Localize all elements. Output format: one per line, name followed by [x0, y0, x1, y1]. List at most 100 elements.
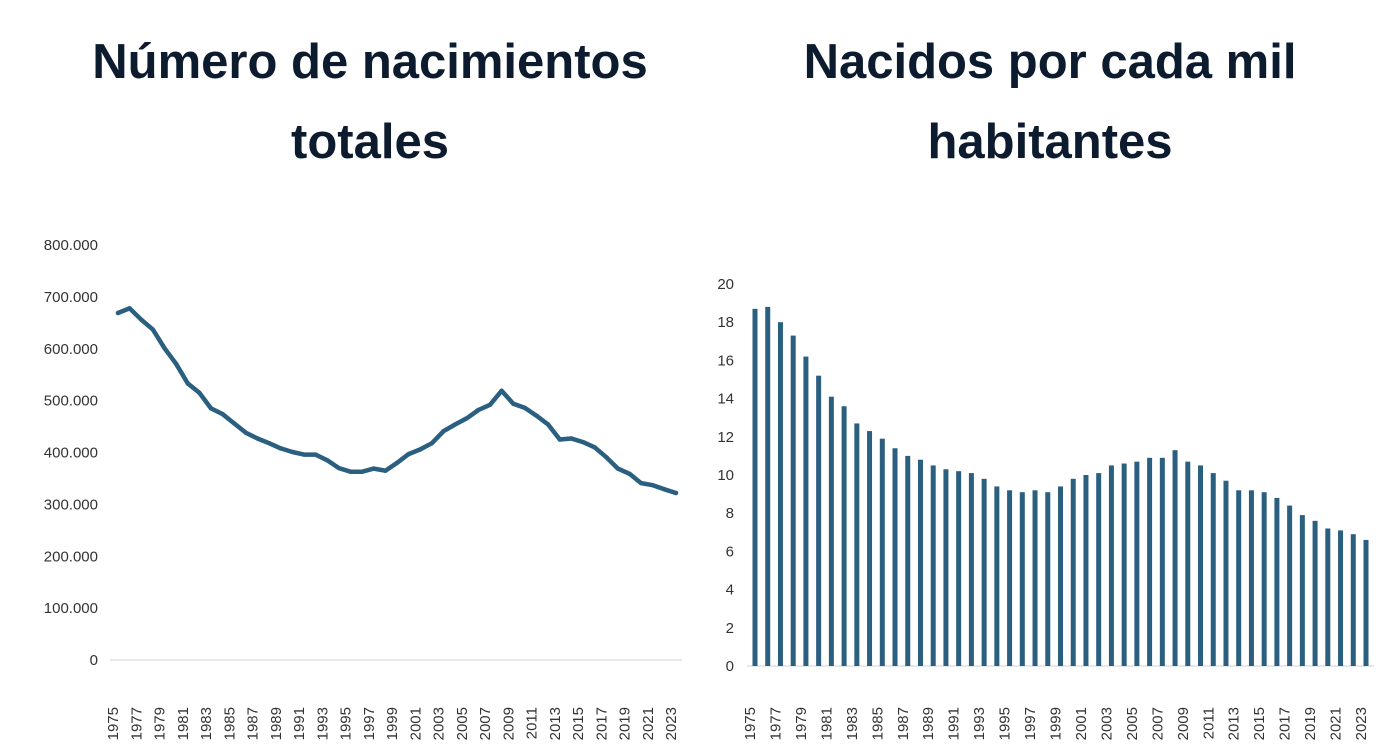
birth-rate-bar: [1223, 480, 1229, 666]
left-y-tick: 300.000: [44, 496, 98, 513]
left-y-tick: 200.000: [44, 548, 98, 565]
births-point: [301, 452, 307, 457]
right-y-tick: 14: [717, 391, 734, 408]
right-x-tick: 1987: [895, 707, 912, 740]
left-x-tick: 1987: [245, 707, 262, 740]
births-point: [290, 449, 295, 455]
right-y-tick: 12: [717, 429, 734, 446]
birth-rate-bar: [1299, 515, 1305, 666]
right-x-tick: 1975: [742, 707, 759, 740]
left-y-tick: 100.000: [44, 600, 98, 617]
right-x-tick: 1977: [767, 707, 784, 740]
births-point: [522, 405, 528, 411]
right-y-tick: 0: [726, 658, 734, 675]
births-point: [220, 411, 225, 417]
birth-rate-bar: [1108, 465, 1114, 666]
left-x-tick: 2011: [524, 707, 541, 739]
birth-rate-bar: [956, 471, 962, 666]
births-point: [313, 452, 318, 457]
left-x-tick: 1997: [361, 707, 378, 740]
left-x-tick: 2007: [477, 707, 494, 740]
births-point: [232, 421, 237, 426]
right-y-tick: 8: [726, 505, 734, 522]
births-point: [557, 437, 562, 442]
right-y-tick: 4: [726, 582, 734, 599]
births-point: [511, 401, 516, 406]
birth-rate-bar: [1248, 490, 1254, 666]
birth-rate-bar: [1210, 473, 1216, 666]
birth-rate-bar: [1147, 457, 1153, 666]
right-x-tick: 2013: [1226, 707, 1243, 740]
births-point: [243, 430, 249, 435]
births-point: [476, 407, 481, 413]
left-y-tick: 400.000: [44, 445, 98, 462]
right-x-tick: 1979: [793, 707, 810, 740]
birth-rate-bar: [1325, 528, 1331, 666]
right-x-tick: 2015: [1251, 707, 1268, 740]
births-line: [115, 306, 679, 496]
births-point: [278, 446, 283, 451]
births-point: [534, 413, 539, 418]
births-point: [604, 454, 609, 460]
births-point: [150, 327, 156, 332]
births-point: [371, 466, 376, 471]
births-point: [336, 465, 342, 471]
birth-rate-bar: [1007, 490, 1013, 666]
left-x-tick: 1983: [198, 707, 215, 740]
left-x-tick: 2003: [431, 707, 448, 740]
births-point: [348, 469, 353, 474]
left-x-tick: 2005: [454, 707, 471, 740]
birth-rate-bar: [943, 469, 949, 666]
birth-rate-bar: [1159, 457, 1165, 666]
births-point: [592, 445, 597, 450]
births-point: [162, 346, 167, 351]
right-x-tick: 1999: [1048, 707, 1065, 740]
birth-rate-bar: [790, 335, 796, 666]
right-x-tick: 2023: [1353, 707, 1370, 740]
birth-rate-bar: [968, 473, 974, 666]
birth-rate-bar: [981, 478, 987, 666]
left-x-tick: 2023: [663, 707, 680, 740]
left-y-tick: 500.000: [44, 393, 98, 410]
births-point: [139, 317, 144, 322]
birth-rate-bar: [1032, 490, 1038, 666]
birth-rate-bar: [1121, 463, 1127, 666]
chart-title-births: Número de nacimientos totales: [92, 35, 648, 169]
right-x-tick: 1985: [869, 707, 886, 740]
birth-rate-bar: [1185, 461, 1191, 666]
birth-rate-bar: [1236, 490, 1242, 666]
birth-rate-bar: [1287, 505, 1293, 666]
birth-rate-bar: [1312, 520, 1318, 666]
right-x-tick: 2005: [1124, 707, 1141, 740]
births-point: [662, 487, 667, 492]
right-x-tick: 1995: [997, 707, 1014, 740]
left-x-tick: 2013: [547, 707, 564, 740]
birth-rate-bar: [1198, 465, 1204, 666]
right-x-tick: 2001: [1073, 707, 1090, 740]
right-x-tick: 1993: [971, 707, 988, 740]
right-y-tick: 2: [726, 620, 734, 637]
right-x-tick: 2021: [1328, 707, 1345, 740]
birth-rate-bar: [994, 486, 1000, 666]
birth-rate-bar: [1045, 492, 1051, 666]
right-x-tick: 2017: [1277, 707, 1294, 740]
left-x-tick: 1999: [384, 707, 401, 740]
chart-title-birth-rate: Nacidos por cada mil habitantes: [803, 35, 1297, 169]
right-x-tick: 1981: [818, 707, 835, 740]
birth-rate-bar: [905, 455, 911, 666]
left-x-tick: 2001: [407, 707, 424, 740]
birth-rate-bar: [1338, 530, 1344, 666]
right-y-tick: 10: [717, 467, 734, 484]
births-point: [266, 440, 272, 446]
left-x-tick: 1995: [338, 707, 355, 740]
birth-rate-bar: [1058, 486, 1063, 666]
left-x-tick: 1985: [221, 707, 238, 740]
left-y-tick: 0: [90, 652, 98, 669]
birth-rate-bar: [777, 322, 783, 666]
birth-rate-bar: [854, 423, 860, 666]
right-x-tick: 1997: [1022, 707, 1039, 740]
left-x-tick: 2021: [640, 707, 657, 740]
right-y-tick: 20: [717, 276, 734, 293]
births-point: [394, 460, 400, 466]
births-point: [545, 422, 551, 427]
